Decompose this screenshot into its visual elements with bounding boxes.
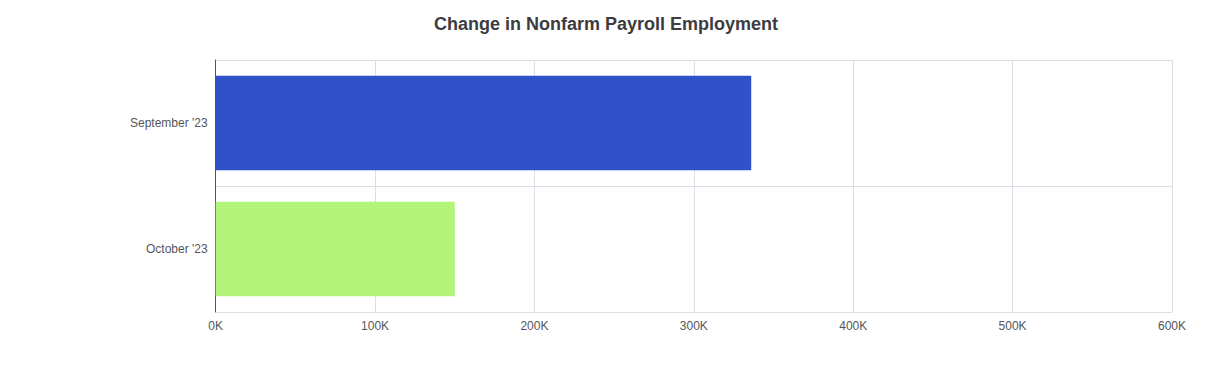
svg-text:600K: 600K bbox=[1158, 319, 1186, 333]
svg-text:200K: 200K bbox=[520, 319, 548, 333]
svg-text:October '23: October '23 bbox=[146, 242, 208, 256]
svg-text:Change in Nonfarm Payroll Empl: Change in Nonfarm Payroll Employment bbox=[434, 14, 778, 34]
svg-text:300K: 300K bbox=[680, 319, 708, 333]
svg-text:0K: 0K bbox=[208, 319, 223, 333]
svg-text:500K: 500K bbox=[999, 319, 1027, 333]
svg-text:400K: 400K bbox=[839, 319, 867, 333]
svg-text:100K: 100K bbox=[361, 319, 389, 333]
svg-text:September '23: September '23 bbox=[130, 116, 208, 130]
